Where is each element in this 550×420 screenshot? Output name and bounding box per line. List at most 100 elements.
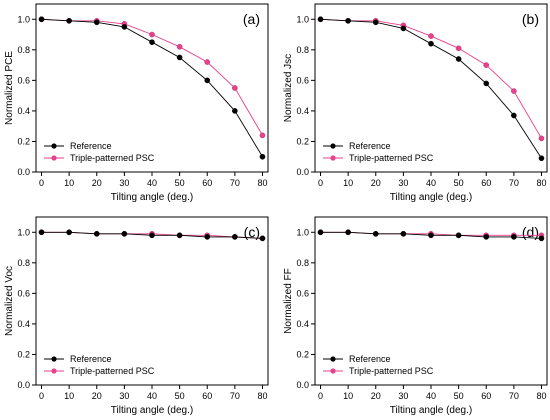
x-tick-label: 10 xyxy=(343,178,353,188)
y-tick-label: 1.0 xyxy=(296,14,309,24)
legend-marker-0 xyxy=(51,143,57,149)
y-tick-label: 0.2 xyxy=(17,349,30,359)
y-tick-label: 1.0 xyxy=(296,227,309,237)
y-tick-label: 0.8 xyxy=(17,45,30,55)
x-tick-label: 10 xyxy=(64,178,74,188)
y-tick-label: 0.2 xyxy=(296,136,309,146)
y-tick-label: 0.6 xyxy=(296,288,309,298)
legend-entry-0: Reference xyxy=(70,354,112,364)
data-point-0 xyxy=(455,56,462,62)
x-tick-label: 50 xyxy=(175,391,185,401)
y-tick-label: 0.4 xyxy=(17,319,30,329)
data-point-0 xyxy=(121,230,128,237)
x-tick-label: 40 xyxy=(147,178,157,188)
x-tick-label: 70 xyxy=(230,178,240,188)
x-tick-label: 50 xyxy=(454,178,464,188)
y-tick-label: 0.2 xyxy=(296,349,309,359)
data-point-0 xyxy=(345,17,351,24)
y-axis-label: Normalized Jsc xyxy=(283,54,294,122)
legend-entry-1: Triple-patterned PSC xyxy=(70,153,155,163)
legend-entry-0: Reference xyxy=(70,141,112,151)
data-point-0 xyxy=(345,229,351,236)
x-tick-label: 0 xyxy=(318,178,323,188)
x-axis-label: Tilting angle (deg.) xyxy=(390,192,472,203)
y-axis-label: Normalized PCE xyxy=(4,51,15,125)
legend-entry-0: Reference xyxy=(349,354,391,364)
panel-label: (d) xyxy=(522,224,539,240)
data-point-1 xyxy=(511,88,517,94)
y-tick-label: 1.0 xyxy=(17,14,30,24)
legend-marker-0 xyxy=(330,143,336,149)
x-tick-label: 60 xyxy=(202,178,212,188)
data-point-1 xyxy=(204,59,211,65)
x-tick-label: 60 xyxy=(481,178,491,188)
legend-marker-0 xyxy=(51,356,57,362)
x-axis-label: Tilting angle (deg.) xyxy=(111,405,193,416)
x-tick-label: 30 xyxy=(398,178,408,188)
x-tick-label: 0 xyxy=(39,391,44,401)
x-tick-label: 40 xyxy=(147,391,157,401)
data-point-1 xyxy=(149,31,155,38)
y-tick-label: 0.6 xyxy=(296,75,309,85)
x-tick-label: 80 xyxy=(257,391,267,401)
y-tick-label: 0.8 xyxy=(17,258,30,268)
panel-label: (c) xyxy=(244,224,260,240)
data-point-0 xyxy=(259,153,266,160)
data-point-0 xyxy=(483,234,490,240)
x-tick-label: 80 xyxy=(257,178,267,188)
legend-marker-1 xyxy=(51,368,57,374)
data-point-0 xyxy=(149,39,155,45)
data-point-0 xyxy=(259,235,266,242)
data-point-0 xyxy=(317,16,324,23)
data-point-0 xyxy=(511,234,517,240)
y-tick-label: 0.0 xyxy=(17,380,30,390)
data-point-1 xyxy=(259,132,266,139)
x-tick-label: 30 xyxy=(119,391,129,401)
x-tick-label: 20 xyxy=(371,391,381,401)
legend-marker-1 xyxy=(330,368,336,374)
x-tick-label: 50 xyxy=(175,178,185,188)
y-tick-label: 0.0 xyxy=(296,380,309,390)
panel-label: (a) xyxy=(243,11,260,27)
legend-marker-1 xyxy=(51,155,57,161)
x-tick-label: 20 xyxy=(92,391,102,401)
legend-entry-1: Triple-patterned PSC xyxy=(349,153,434,163)
x-tick-label: 70 xyxy=(509,178,519,188)
chart-panel-2: 0 10 20 30 40 50 60 70 80 0.0 0.2 0.4 0.6 0.8 1.0 Tilti… xyxy=(4,216,269,416)
data-point-0 xyxy=(372,19,379,26)
data-point-1 xyxy=(483,62,490,68)
data-point-0 xyxy=(232,234,238,240)
data-point-0 xyxy=(176,232,183,239)
data-point-0 xyxy=(121,24,128,30)
y-tick-label: 0.6 xyxy=(17,75,30,85)
data-point-0 xyxy=(149,232,155,239)
x-axis-label: Tilting angle (deg.) xyxy=(111,192,193,203)
x-tick-label: 80 xyxy=(536,178,546,188)
x-tick-label: 10 xyxy=(64,391,74,401)
series-line-0 xyxy=(320,18,542,159)
y-tick-label: 0.4 xyxy=(296,319,309,329)
data-point-0 xyxy=(483,80,490,87)
x-tick-label: 10 xyxy=(343,391,353,401)
data-point-0 xyxy=(38,229,45,236)
legend-entry-1: Triple-patterned PSC xyxy=(70,366,155,376)
data-point-0 xyxy=(372,230,379,237)
y-tick-label: 0.8 xyxy=(296,45,309,55)
data-point-1 xyxy=(538,135,545,142)
data-point-1 xyxy=(428,33,434,39)
x-tick-label: 70 xyxy=(230,391,240,401)
data-point-0 xyxy=(93,230,100,237)
x-tick-label: 40 xyxy=(426,178,436,188)
data-point-0 xyxy=(428,40,434,47)
x-tick-label: 20 xyxy=(371,178,381,188)
data-point-0 xyxy=(93,19,100,26)
x-tick-label: 30 xyxy=(398,391,408,401)
x-tick-label: 50 xyxy=(454,391,464,401)
data-point-0 xyxy=(38,16,45,23)
panel-label: (b) xyxy=(522,11,539,27)
y-tick-label: 0.6 xyxy=(17,288,30,298)
y-tick-label: 0.0 xyxy=(296,167,309,177)
legend-entry-0: Reference xyxy=(349,141,391,151)
data-point-0 xyxy=(511,112,517,119)
